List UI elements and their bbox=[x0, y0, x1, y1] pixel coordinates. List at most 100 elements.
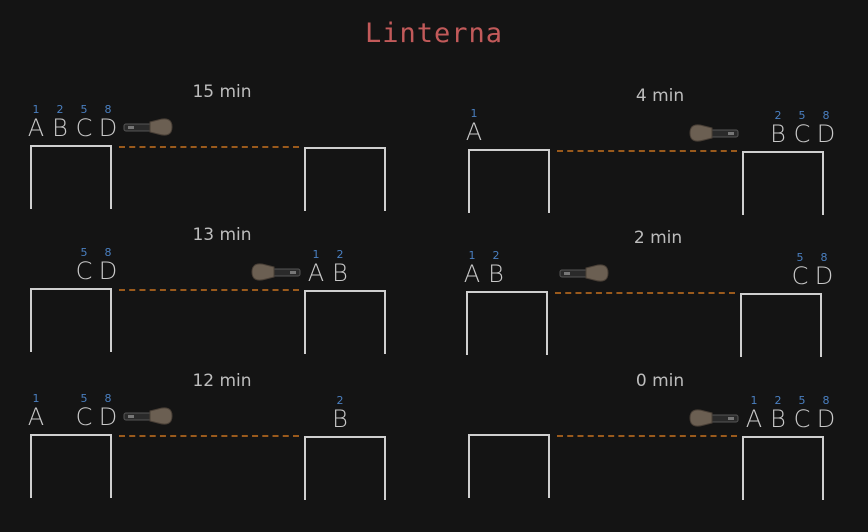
person-time: 1 bbox=[32, 103, 40, 116]
flashlight-icon bbox=[686, 403, 740, 433]
river-line bbox=[557, 435, 737, 437]
right-bank bbox=[742, 151, 824, 215]
step-panel: 15 min 1 A 2 B 5 C 8 D bbox=[22, 82, 422, 222]
right-bank bbox=[742, 436, 824, 500]
person-time: 2 bbox=[56, 103, 64, 116]
flashlight-icon bbox=[686, 118, 740, 148]
person-letter: C bbox=[75, 114, 93, 142]
step-panel: 4 min 1 A 2 B 5 C 8 D bbox=[460, 86, 860, 226]
person-time: 5 bbox=[80, 103, 88, 116]
person-time: 5 bbox=[798, 394, 806, 407]
person-letter: D bbox=[816, 405, 836, 433]
left-bank bbox=[30, 145, 112, 209]
right-bank bbox=[304, 290, 386, 354]
left-bank bbox=[468, 149, 550, 213]
person-time: 5 bbox=[80, 392, 88, 405]
flashlight-icon bbox=[558, 258, 612, 288]
person-time: 2 bbox=[774, 394, 782, 407]
person-time: 8 bbox=[820, 251, 828, 264]
right-bank bbox=[304, 147, 386, 211]
person-time: 1 bbox=[750, 394, 758, 407]
person-letter: D bbox=[814, 262, 834, 290]
page-title: Linterna bbox=[364, 18, 504, 49]
left-bank bbox=[30, 434, 112, 498]
left-bank bbox=[466, 291, 548, 355]
left-bank bbox=[468, 434, 550, 498]
river-line bbox=[119, 435, 299, 437]
left-bank bbox=[30, 288, 112, 352]
step-time: 12 min bbox=[192, 371, 252, 391]
person-time: 1 bbox=[470, 107, 478, 120]
river-line bbox=[119, 289, 299, 291]
person-letter: A bbox=[745, 405, 763, 433]
river-line bbox=[555, 292, 735, 294]
flashlight-icon bbox=[122, 112, 176, 142]
step-panel: 0 min 1 A 2 B 5 C 8 D bbox=[460, 371, 860, 511]
step-time: 13 min bbox=[192, 225, 252, 245]
person-letter: A bbox=[465, 118, 483, 146]
person-time: 1 bbox=[468, 249, 476, 262]
person-time: 5 bbox=[80, 246, 88, 259]
person-time: 2 bbox=[336, 394, 344, 407]
person-time: 8 bbox=[822, 394, 830, 407]
person-letter: B bbox=[52, 114, 68, 142]
step-time: 2 min bbox=[633, 228, 683, 248]
person-letter: A bbox=[463, 260, 481, 288]
person-time: 8 bbox=[104, 392, 112, 405]
river-line bbox=[557, 150, 737, 152]
person-time: 2 bbox=[774, 109, 782, 122]
person-letter: C bbox=[791, 262, 809, 290]
person-letter: D bbox=[98, 114, 118, 142]
person-letter: C bbox=[793, 120, 811, 148]
person-time: 8 bbox=[104, 246, 112, 259]
person-letter: C bbox=[75, 403, 93, 431]
flashlight-icon bbox=[122, 401, 176, 431]
person-letter: D bbox=[98, 257, 118, 285]
right-bank bbox=[304, 436, 386, 500]
step-panel: 12 min 1 A 5 C 8 D 2 B bbox=[22, 371, 422, 511]
person-letter: B bbox=[770, 405, 786, 433]
step-panel: 2 min 1 A 2 B 5 C 8 D bbox=[458, 228, 858, 368]
person-time: 2 bbox=[336, 248, 344, 261]
person-time: 1 bbox=[32, 392, 40, 405]
person-time: 1 bbox=[312, 248, 320, 261]
right-bank bbox=[740, 293, 822, 357]
person-letter: B bbox=[488, 260, 504, 288]
river-line bbox=[119, 146, 299, 148]
person-letter: A bbox=[307, 259, 325, 287]
person-letter: D bbox=[816, 120, 836, 148]
step-time: 4 min bbox=[635, 86, 685, 106]
person-time: 8 bbox=[822, 109, 830, 122]
person-letter: B bbox=[332, 259, 348, 287]
flashlight-icon bbox=[248, 257, 302, 287]
person-letter: C bbox=[75, 257, 93, 285]
step-time: 0 min bbox=[635, 371, 685, 391]
person-letter: C bbox=[793, 405, 811, 433]
step-panel: 13 min 5 C 8 D 1 A 2 B bbox=[22, 225, 422, 365]
person-time: 5 bbox=[796, 251, 804, 264]
person-letter: A bbox=[27, 114, 45, 142]
